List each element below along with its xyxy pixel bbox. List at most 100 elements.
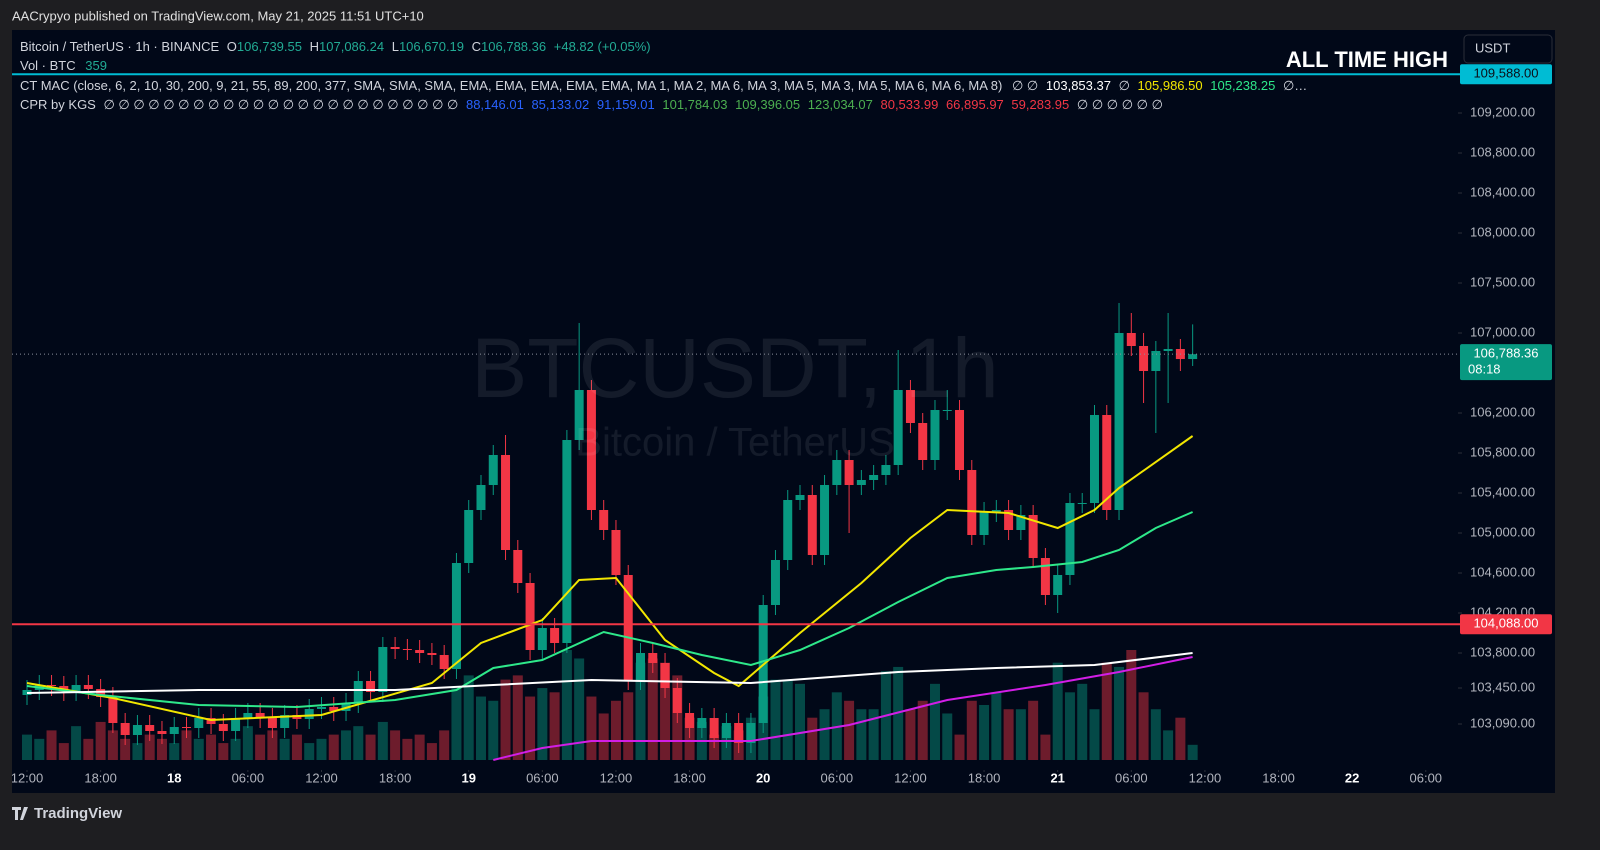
y-tick-label: 108,000.00 [1470, 224, 1535, 239]
candle-body [685, 713, 695, 728]
candle-body [955, 410, 965, 470]
candle-body [366, 681, 376, 692]
candle-body [709, 718, 719, 738]
mac-post: ∅… [1283, 78, 1307, 93]
candle-body [194, 718, 204, 728]
candle-body [721, 723, 731, 738]
candle-body [145, 725, 155, 731]
volume-bar [218, 743, 229, 760]
candle-body [169, 727, 179, 734]
watermark-title: BTCUSDT, 1h [471, 321, 998, 415]
volume-bar [144, 734, 155, 760]
currency[interactable]: USDT [1475, 40, 1510, 55]
y-tick-label: 105,400.00 [1470, 484, 1535, 499]
x-tick-label: 18:00 [673, 770, 706, 785]
candle-body [231, 718, 241, 731]
last-price-box [1460, 344, 1552, 381]
volume-bar [316, 738, 327, 760]
candle-body [648, 653, 658, 663]
volume-bar [844, 700, 855, 760]
volume-bar [156, 738, 167, 760]
change: +48.82 (+0.05%) [554, 39, 651, 54]
candle-body [746, 723, 756, 743]
candle-body [267, 718, 277, 728]
volume-bar [991, 692, 1002, 760]
volume-bar [635, 662, 646, 760]
candle-body [1016, 515, 1026, 530]
mac-name: CT MAC (close, 6, 2, 10, 30, 200, 9, 21,… [20, 78, 1002, 93]
candle-body [402, 649, 412, 650]
volume-bar [795, 683, 806, 760]
currency-button[interactable] [1463, 34, 1553, 64]
mac-pre: ∅ ∅ [1012, 78, 1038, 93]
candle-body [1151, 351, 1161, 371]
volume-bar [856, 709, 867, 760]
x-tick-label: 06:00 [526, 770, 559, 785]
x-tick-label: 21 [1050, 770, 1064, 785]
volume-bar [402, 738, 413, 760]
candle-body [770, 560, 780, 605]
candle-body [562, 440, 572, 643]
volume-bar [868, 709, 879, 760]
x-tick-label: 18 [167, 770, 181, 785]
price-label-box [1460, 614, 1552, 635]
volume-bar [132, 743, 143, 760]
volume-bar [929, 683, 940, 760]
volume-bar [46, 730, 57, 760]
brand: TradingView [34, 805, 122, 822]
volume-bar [242, 726, 253, 760]
y-tick-label: 105,000.00 [1470, 524, 1535, 539]
moving-average [26, 652, 1193, 694]
candle-body [108, 697, 118, 723]
volume-bar [414, 734, 425, 760]
countdown: 08:18 [1468, 362, 1501, 377]
candle-body [550, 628, 560, 643]
x-tick-label: 06:00 [232, 770, 265, 785]
price-label: 104,088.00 [1473, 616, 1538, 631]
watermark-subtitle: Bitcoin / TetherUS [575, 421, 894, 465]
y-tick-label: 104,600.00 [1470, 564, 1535, 579]
candle-body [783, 500, 793, 560]
volume-bar [819, 709, 830, 760]
candle-body [390, 647, 400, 649]
cpr-red: 59,283.95 [1011, 97, 1069, 112]
candle-body [83, 685, 93, 689]
volume-bar [267, 730, 278, 760]
vol: 359 [85, 58, 107, 73]
candle-body [537, 628, 547, 650]
legend-cpr: CPR by KGS ∅ ∅ ∅ ∅ ∅ ∅ ∅ ∅ ∅ ∅ ∅ ∅ ∅ ∅ ∅… [20, 97, 1163, 112]
cpr-red: 66,895.97 [946, 97, 1004, 112]
candle-body [132, 725, 142, 735]
candle-body [120, 723, 130, 735]
candle-body [918, 423, 928, 460]
candle-body [672, 688, 682, 713]
cpr-blue: 88,146.01 [466, 97, 524, 112]
volume-bar [1150, 709, 1161, 760]
h-key: H [310, 39, 319, 54]
candle-body [599, 510, 609, 530]
volume-bar [390, 730, 401, 760]
volume-bar [684, 717, 695, 760]
volume-bar [1175, 717, 1186, 760]
price-label-box [1460, 64, 1552, 85]
volume-bar [120, 738, 131, 760]
candle-body [1114, 333, 1124, 510]
volume-bar [71, 726, 82, 760]
legend-volume: Vol · BTC 359 [20, 58, 107, 73]
candle-body [1163, 349, 1173, 351]
volume-bar [942, 713, 953, 760]
volume-bar [304, 743, 315, 760]
candle-body [304, 709, 314, 719]
volume-bar [353, 726, 364, 760]
y-tick-label: 103,800.00 [1470, 644, 1535, 659]
c: 106,788.36 [481, 39, 546, 54]
x-tick-label: 12:00 [600, 770, 633, 785]
y-tick-label: 109,200.00 [1470, 104, 1535, 119]
volume-bar [574, 658, 585, 760]
legend-mac: CT MAC (close, 6, 2, 10, 30, 200, 9, 21,… [20, 78, 1307, 93]
volume-bar [463, 675, 474, 760]
candle-body [255, 713, 265, 718]
candle-body [697, 718, 707, 728]
volume-bar [181, 730, 192, 760]
